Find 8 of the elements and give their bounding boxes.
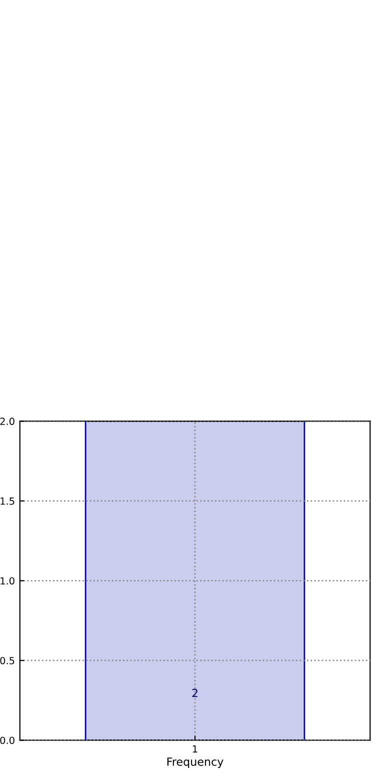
y-tick-label: 0.0 [0,736,14,744]
y-tick-label: 1.0 [0,577,14,585]
x-tick-label: 1 [192,745,198,752]
y-tick-label: 2.0 [0,418,14,426]
y-tick-label: 0.5 [0,656,14,664]
y-tick-label: 1.5 [0,498,14,505]
data-label: 2 [192,688,198,698]
x-axis-title: Frequency [167,758,224,768]
